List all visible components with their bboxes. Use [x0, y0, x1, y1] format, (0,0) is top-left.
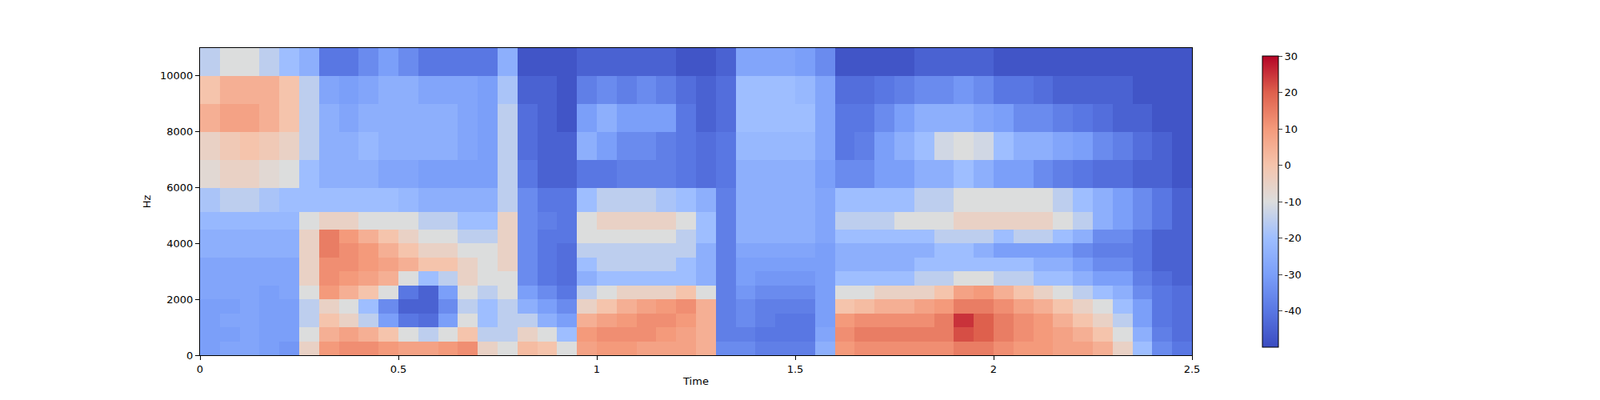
svg-text:1.5: 1.5	[787, 363, 804, 376]
svg-text:10000: 10000	[160, 69, 193, 82]
svg-text:0: 0	[196, 363, 204, 376]
svg-text:2: 2	[990, 363, 997, 376]
svg-text:0.5: 0.5	[390, 363, 408, 376]
svg-text:-30: -30	[1284, 268, 1302, 281]
svg-text:0: 0	[186, 349, 193, 362]
svg-text:10: 10	[1284, 123, 1299, 136]
svg-text:2.5: 2.5	[1184, 363, 1201, 376]
svg-text:30: 30	[1284, 50, 1299, 63]
svg-text:-20: -20	[1284, 232, 1302, 244]
svg-text:Time: Time	[682, 375, 709, 388]
svg-text:-40: -40	[1284, 304, 1302, 317]
svg-text:-10: -10	[1284, 196, 1302, 208]
svg-text:1: 1	[593, 363, 600, 376]
svg-text:20: 20	[1284, 86, 1299, 99]
svg-text:4000: 4000	[166, 237, 193, 250]
svg-text:8000: 8000	[166, 125, 193, 138]
svg-text:2000: 2000	[166, 293, 193, 306]
svg-text:0: 0	[1284, 159, 1292, 172]
svg-text:6000: 6000	[166, 181, 193, 194]
svg-text:Hz: Hz	[140, 195, 153, 209]
